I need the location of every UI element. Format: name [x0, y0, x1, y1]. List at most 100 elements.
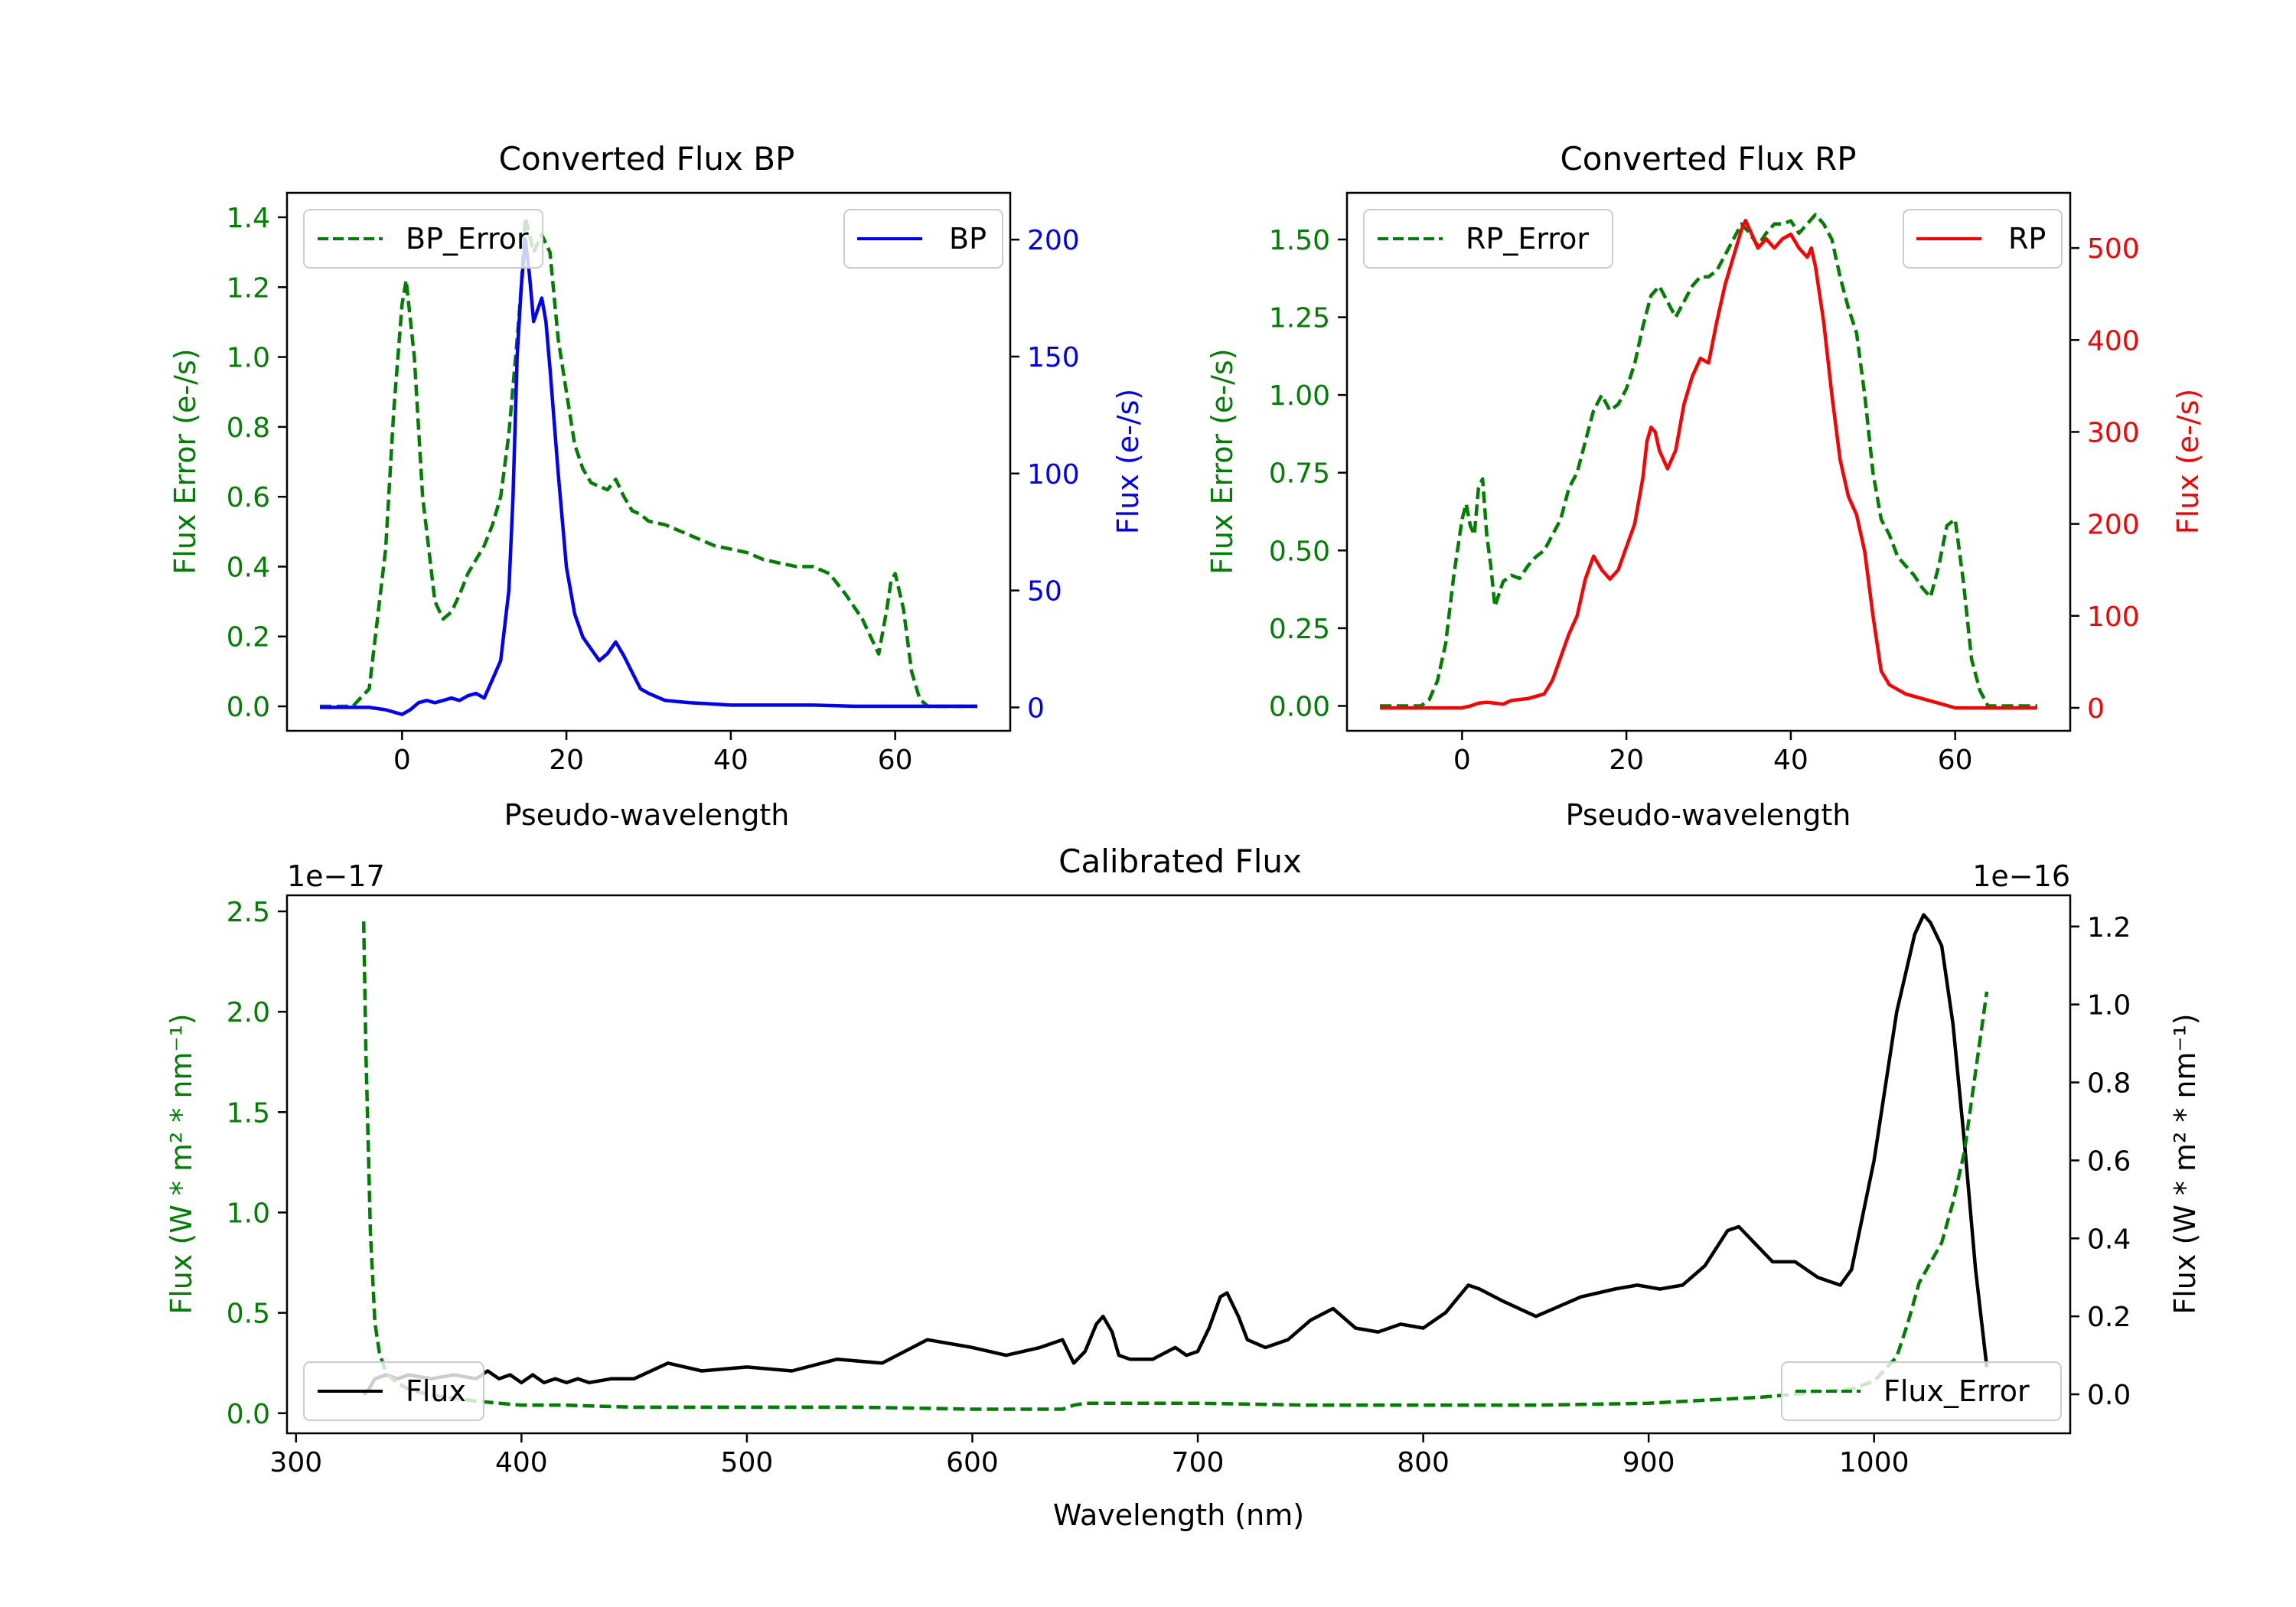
calibrated-right-y-tick-label: 1.2 — [2087, 912, 2131, 944]
calibrated-right-y-tick-label: 0.0 — [2087, 1380, 2131, 1411]
rp-x-tick-label: 0 — [1453, 745, 1471, 776]
rp-x-axis-label: Pseudo-wavelength — [1566, 798, 1851, 832]
bp-right-y-tick-label: 100 — [1027, 459, 1080, 491]
rp-legend-error-label: RP_Error — [1466, 222, 1589, 256]
rp-left-y-tick-label: 0.25 — [1269, 614, 1330, 645]
bp-legend-error: BP_Error — [303, 209, 543, 269]
bp-legend-flux-label: BP — [949, 222, 987, 256]
calibrated-left-y-tick-label: 2.5 — [227, 897, 270, 928]
calibrated-x-tick-label: 800 — [1397, 1447, 1450, 1478]
bp-left-y-tick-label: 0.0 — [227, 692, 270, 723]
rp-left-axis-label: Flux Error (e-/s) — [1205, 348, 1239, 574]
rp-legend-flux: RP — [1903, 209, 2063, 269]
rp-x-tick-label: 60 — [1938, 745, 1973, 776]
rp-left-y-tick-label: 1.25 — [1269, 303, 1330, 334]
calibrated-right-y-tick-label: 0.8 — [2087, 1068, 2131, 1100]
calibrated-panel: Calibrated Flux 1e−17 1e−16 300 400 500 600… — [165, 843, 2202, 1532]
calibrated-axes-frame — [285, 894, 2072, 1435]
bp-axes-frame — [285, 191, 1012, 732]
rp-right-y-tick-label: 400 — [2087, 325, 2140, 357]
rp-right-y-tick-label: 100 — [2087, 601, 2140, 633]
rp-legend-error-box — [1363, 209, 1613, 269]
calibrated-x-tick-label: 700 — [1172, 1447, 1225, 1478]
calibrated-title: Calibrated Flux — [1058, 843, 1302, 880]
calibrated-right-multiplier: 1e−16 — [1972, 859, 2070, 893]
rp-legend-flux-label: RP — [2008, 222, 2046, 256]
bp-x-axis-label: Pseudo-wavelength — [504, 798, 790, 832]
rp-left-y-tick-label: 0.00 — [1269, 691, 1330, 722]
calibrated-x-tick-label: 400 — [495, 1447, 548, 1478]
calibrated-x-tick-label: 300 — [269, 1447, 322, 1478]
rp-x-tick-label: 20 — [1609, 745, 1644, 776]
calibrated-left-y-tick-label: 2.0 — [227, 997, 270, 1028]
calibrated-left-y-tick-label: 1.0 — [227, 1198, 270, 1229]
bp-right-y-tick-label: 150 — [1027, 342, 1080, 373]
calibrated-plot-area: 300 400 500 600 700 800 900 1000 0.0 0.5 1.0 1.5 2.0… — [227, 897, 2131, 1478]
rp-x-tick-label: 40 — [1773, 745, 1808, 776]
bp-panel: Converted Flux BP 0 20 40 60 0.0 0.2 0.4 0.6 0.8… — [168, 140, 1145, 832]
bp-left-y-tick-label: 1.0 — [227, 343, 270, 374]
bp-left-y-tick-label: 1.4 — [227, 203, 270, 234]
calibrated-left-multiplier: 1e−17 — [287, 859, 385, 893]
bp-x-tick-label: 40 — [713, 745, 748, 776]
bp-right-y-tick-label: 0 — [1027, 693, 1045, 724]
calibrated-left-y-tick-label: 0.0 — [227, 1399, 270, 1430]
bp-left-y-tick-label: 0.4 — [227, 552, 270, 583]
calibrated-legend-flux: Flux — [303, 1361, 484, 1421]
calibrated-right-y-tick-label: 0.2 — [2087, 1302, 2131, 1333]
bp-x-tick-label: 0 — [393, 745, 411, 776]
calibrated-right-axis-label: Flux (W * m² * nm⁻¹) — [2168, 1013, 2202, 1314]
calibrated-x-tick-label: 1000 — [1839, 1447, 1910, 1478]
rp-left-y-tick-label: 0.75 — [1269, 458, 1330, 490]
bp-left-y-tick-label: 0.2 — [227, 622, 270, 654]
calibrated-right-y-tick-label: 0.6 — [2087, 1146, 2131, 1177]
calibrated-x-tick-label: 900 — [1623, 1447, 1675, 1478]
bp-x-tick-label: 20 — [549, 745, 584, 776]
bp-plot-area: 0 20 40 60 0.0 0.2 0.4 0.6 0.8 1.0 1.2 1.4 0 50 100 150… — [227, 203, 1080, 776]
rp-right-y-tick-label: 500 — [2087, 233, 2140, 265]
calibrated-legend-error: Flux_Error — [1781, 1361, 2062, 1421]
bp-left-y-tick-label: 0.8 — [227, 412, 270, 444]
rp-right-y-tick-label: 0 — [2087, 693, 2105, 725]
calibrated-left-y-tick-label: 0.5 — [227, 1299, 270, 1330]
calibrated-legend-flux-label: Flux — [406, 1374, 466, 1408]
calibrated-legend-error-box — [1781, 1361, 2062, 1421]
bp-right-y-tick-label: 200 — [1027, 225, 1080, 256]
bp-series-bp — [320, 237, 977, 716]
rp-right-y-tick-label: 300 — [2087, 417, 2140, 448]
bp-legend-flux-box — [843, 209, 1003, 269]
calibrated-right-y-tick-label: 0.4 — [2087, 1224, 2131, 1255]
calibrated-legend-flux-box — [303, 1361, 484, 1421]
rp-series-rp-error — [1380, 213, 2037, 708]
rp-axes-frame — [1345, 191, 2072, 732]
rp-left-y-tick-label: 1.00 — [1269, 380, 1330, 412]
rp-legend-flux-box — [1903, 209, 2063, 269]
calibrated-left-axis-label: Flux (W * m² * nm⁻¹) — [165, 1013, 198, 1314]
calibrated-left-y-tick-label: 1.5 — [227, 1097, 270, 1129]
bp-title: Converted Flux BP — [499, 140, 795, 178]
bp-left-axis-label: Flux Error (e-/s) — [168, 348, 202, 574]
bp-right-axis-label: Flux (e-/s) — [1111, 389, 1145, 534]
rp-panel: Converted Flux RP 0 20 40 60 0.00 0.25 0.50 0.7… — [1205, 140, 2205, 832]
rp-title: Converted Flux RP — [1560, 140, 1856, 178]
calibrated-x-axis-label: Wavelength (nm) — [1053, 1498, 1304, 1532]
calibrated-x-tick-label: 500 — [721, 1447, 774, 1478]
bp-x-tick-label: 60 — [878, 745, 913, 776]
bp-left-y-tick-label: 1.2 — [227, 272, 270, 304]
calibrated-series-flux — [362, 913, 1989, 1396]
bp-left-y-tick-label: 0.6 — [227, 482, 270, 513]
calibrated-right-y-tick-label: 1.0 — [2087, 990, 2131, 1022]
bp-legend-error-box — [303, 209, 543, 269]
bp-right-y-tick-label: 50 — [1027, 576, 1062, 608]
bp-legend-flux: BP — [843, 209, 1003, 269]
calibrated-legend-error-label: Flux_Error — [1883, 1374, 2030, 1408]
rp-legend-error: RP_Error — [1363, 209, 1613, 269]
rp-series-rp — [1380, 218, 2037, 710]
rp-left-y-tick-label: 0.50 — [1269, 536, 1330, 567]
rp-plot-area: 0 20 40 60 0.00 0.25 0.50 0.75 1.00 1.25 1.50 0 100 2… — [1269, 213, 2140, 776]
rp-left-y-tick-label: 1.50 — [1269, 225, 1330, 256]
rp-right-y-tick-label: 200 — [2087, 510, 2140, 541]
bp-series-bp-error — [320, 215, 977, 709]
bp-legend-error-label: BP_Error — [406, 222, 529, 256]
